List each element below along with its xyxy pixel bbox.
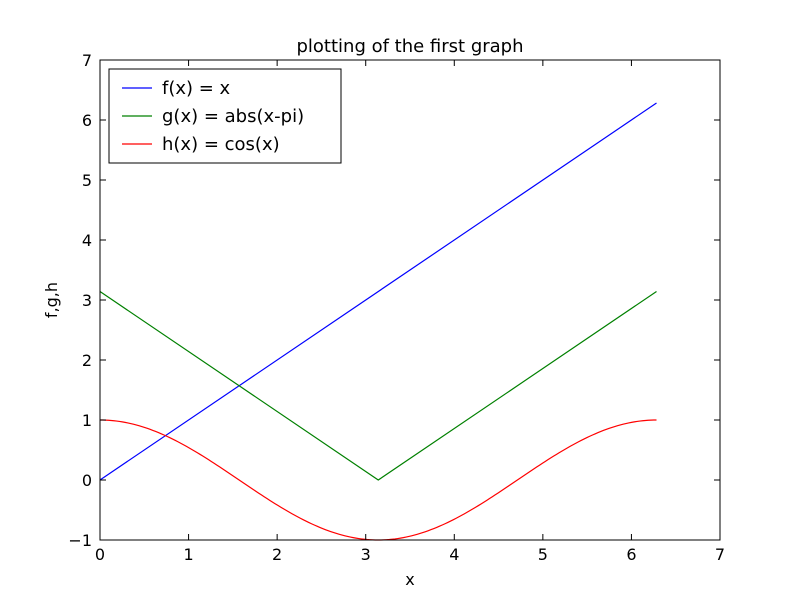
series-line-0	[99, 102, 657, 481]
legend-entry-0: f(x) = x	[162, 78, 231, 99]
y-tick-label: 2	[82, 351, 92, 370]
legend: f(x) = x g(x) = abs(x-pi) h(x) = cos(x)	[108, 68, 342, 164]
y-tick-label: 4	[82, 231, 92, 250]
y-tick-label: −1	[68, 531, 92, 550]
x-tick-label: 1	[183, 545, 193, 564]
x-tick-label: 0	[95, 545, 105, 564]
x-tick-label: 6	[626, 545, 636, 564]
x-tick-label: 5	[538, 545, 548, 564]
x-tick-label: 7	[715, 545, 725, 564]
y-axis-label: f,g,h	[42, 282, 61, 318]
legend-entry-2: h(x) = cos(x)	[162, 134, 280, 155]
series-line-1	[99, 291, 657, 481]
y-tick-label: 3	[82, 291, 92, 310]
x-axis-label: x	[405, 570, 414, 589]
y-tick-label: 5	[82, 171, 92, 190]
y-tick-label: 1	[82, 411, 92, 430]
y-tick-label: 6	[82, 111, 92, 130]
chart-title: plotting of the first graph	[296, 36, 523, 57]
x-tick-label: 3	[361, 545, 371, 564]
x-tick-label: 2	[272, 545, 282, 564]
x-tick-label: 4	[449, 545, 459, 564]
y-tick-label: 7	[82, 51, 92, 70]
y-tick-label: 0	[82, 471, 92, 490]
legend-entry-1: g(x) = abs(x-pi)	[162, 106, 304, 127]
